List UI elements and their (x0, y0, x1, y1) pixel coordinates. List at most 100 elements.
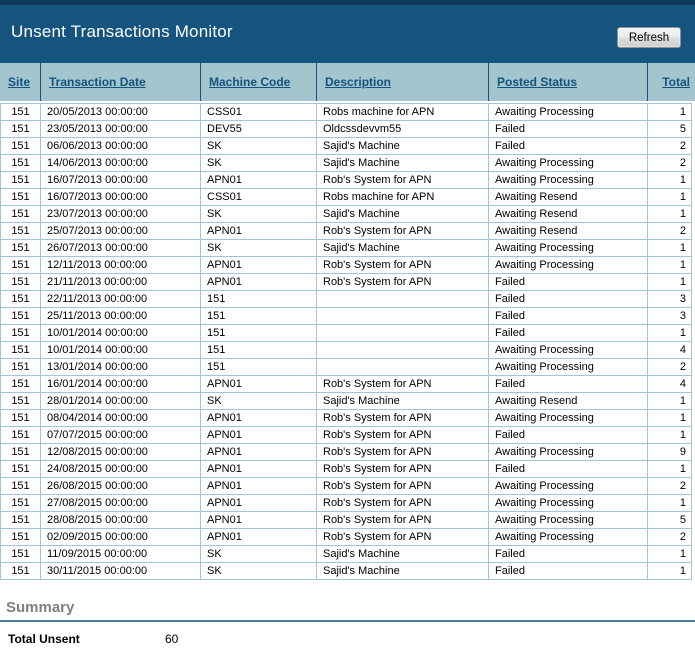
cell-total: 1 (647, 409, 692, 427)
cell-site: 151 (0, 222, 41, 240)
table-row: 151 16/07/2013 00:00:00 APN01 Rob's System … (0, 171, 692, 189)
sort-link-posted-status[interactable]: Posted Status (497, 75, 578, 89)
cell-total: 3 (647, 290, 692, 308)
table-row: 151 16/01/2014 00:00:00 APN01 Rob's System … (0, 375, 692, 393)
cell-date: 28/08/2015 00:00:00 (40, 511, 201, 529)
cell-site: 151 (0, 511, 41, 529)
sort-link-machine-code[interactable]: Machine Code (209, 75, 291, 89)
cell-status: Failed (488, 120, 648, 138)
cell-site: 151 (0, 205, 41, 223)
cell-total: 1 (647, 324, 692, 342)
summary-section: Summary Total Unsent 60 (0, 599, 695, 646)
cell-date: 12/11/2013 00:00:00 (40, 256, 201, 274)
table-row: 151 27/08/2015 00:00:00 APN01 Rob's System … (0, 494, 692, 512)
column-header-description: Description (316, 63, 488, 101)
cell-total: 1 (647, 426, 692, 444)
table-row: 151 12/11/2013 00:00:00 APN01 Rob's System … (0, 256, 692, 274)
cell-description: Oldcssdevvm55 (316, 120, 489, 138)
cell-total: 2 (647, 358, 692, 376)
sort-link-total[interactable]: Total (662, 75, 690, 89)
table-row: 151 14/06/2013 00:00:00 SK Sajid's Machine A… (0, 154, 692, 172)
cell-date: 11/09/2015 00:00:00 (40, 545, 201, 563)
cell-site: 151 (0, 103, 41, 121)
sort-link-transaction-date[interactable]: Transaction Date (49, 75, 146, 89)
cell-machine: APN01 (200, 409, 317, 427)
cell-description (316, 307, 489, 325)
cell-site: 151 (0, 545, 41, 563)
refresh-button[interactable]: Refresh (617, 27, 681, 48)
table-row: 151 20/05/2013 00:00:00 CSS01 Robs machine … (0, 103, 692, 121)
cell-date: 16/07/2013 00:00:00 (40, 188, 201, 206)
cell-machine: 151 (200, 341, 317, 359)
cell-site: 151 (0, 426, 41, 444)
cell-site: 151 (0, 154, 41, 172)
cell-status: Failed (488, 290, 648, 308)
cell-date: 06/06/2013 00:00:00 (40, 137, 201, 155)
cell-date: 30/11/2015 00:00:00 (40, 562, 201, 580)
cell-status: Awaiting Resend (488, 392, 648, 410)
table-row: 151 22/11/2013 00:00:00 151 Failed 3 (0, 290, 692, 308)
cell-site: 151 (0, 375, 41, 393)
cell-site: 151 (0, 239, 41, 257)
cell-status: Awaiting Processing (488, 443, 648, 461)
table-row: 151 25/11/2013 00:00:00 151 Failed 3 (0, 307, 692, 325)
cell-description: Sajid's Machine (316, 545, 489, 563)
cell-machine: SK (200, 154, 317, 172)
cell-total: 4 (647, 375, 692, 393)
cell-status: Failed (488, 545, 648, 563)
column-header-machine-code: Machine Code (200, 63, 316, 101)
cell-description: Sajid's Machine (316, 205, 489, 223)
sort-link-description[interactable]: Description (325, 75, 392, 89)
cell-total: 2 (647, 477, 692, 495)
cell-total: 5 (647, 120, 692, 138)
cell-description (316, 324, 489, 342)
cell-site: 151 (0, 528, 41, 546)
cell-machine: 151 (200, 324, 317, 342)
cell-total: 1 (647, 171, 692, 189)
cell-site: 151 (0, 460, 41, 478)
cell-date: 12/08/2015 00:00:00 (40, 443, 201, 461)
cell-status: Awaiting Processing (488, 103, 648, 121)
cell-machine: SK (200, 562, 317, 580)
cell-machine: SK (200, 205, 317, 223)
sort-link-site[interactable]: Site (8, 75, 31, 89)
cell-description: Robs machine for APN (316, 103, 489, 121)
cell-machine: APN01 (200, 256, 317, 274)
cell-total: 1 (647, 562, 692, 580)
cell-description: Rob's System for APN (316, 443, 489, 461)
cell-date: 21/11/2013 00:00:00 (40, 273, 201, 291)
cell-site: 151 (0, 358, 41, 376)
cell-site: 151 (0, 137, 41, 155)
cell-total: 1 (647, 103, 692, 121)
table-row: 151 23/05/2013 00:00:00 DEV55 Oldcssdevvm55… (0, 120, 692, 138)
table-row: 151 16/07/2013 00:00:00 CSS01 Robs machine … (0, 188, 692, 206)
column-header-site: Site (0, 63, 40, 101)
cell-description: Sajid's Machine (316, 392, 489, 410)
cell-machine: APN01 (200, 273, 317, 291)
table-row: 151 24/08/2015 00:00:00 APN01 Rob's System … (0, 460, 692, 478)
cell-status: Awaiting Processing (488, 358, 648, 376)
cell-date: 26/08/2015 00:00:00 (40, 477, 201, 495)
total-unsent-label: Total Unsent (8, 632, 80, 646)
cell-status: Awaiting Processing (488, 171, 648, 189)
cell-status: Awaiting Resend (488, 188, 648, 206)
cell-total: 1 (647, 205, 692, 223)
summary-heading: Summary (6, 599, 75, 616)
table-row: 151 30/11/2015 00:00:00 SK Sajid's Machine F… (0, 562, 692, 580)
cell-description: Rob's System for APN (316, 375, 489, 393)
cell-status: Awaiting Processing (488, 511, 648, 529)
total-unsent-value: 60 (165, 632, 179, 646)
cell-description: Rob's System for APN (316, 511, 489, 529)
cell-machine: CSS01 (200, 188, 317, 206)
cell-site: 151 (0, 562, 41, 580)
cell-date: 23/05/2013 00:00:00 (40, 120, 201, 138)
cell-date: 16/01/2014 00:00:00 (40, 375, 201, 393)
cell-status: Failed (488, 307, 648, 325)
cell-description: Sajid's Machine (316, 154, 489, 172)
cell-total: 1 (647, 460, 692, 478)
cell-date: 14/06/2013 00:00:00 (40, 154, 201, 172)
table-row: 151 02/09/2015 00:00:00 APN01 Rob's System … (0, 528, 692, 546)
cell-total: 1 (647, 188, 692, 206)
cell-description: Rob's System for APN (316, 222, 489, 240)
cell-total: 1 (647, 273, 692, 291)
